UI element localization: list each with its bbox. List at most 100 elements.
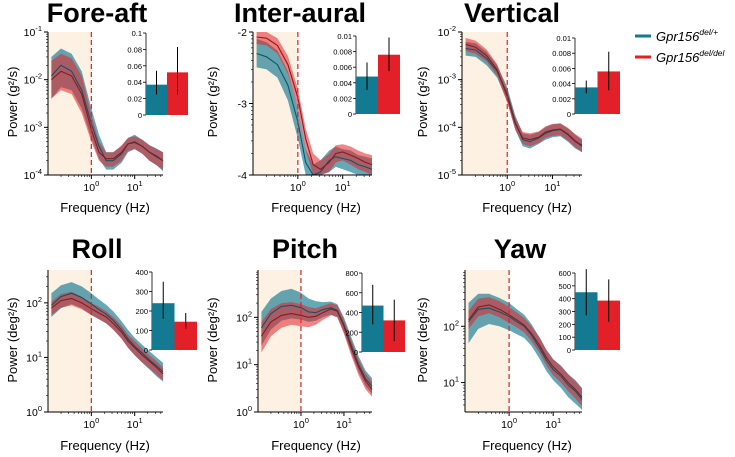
y-axis-label: Power (g²/s)	[205, 67, 220, 138]
tick-base: 10	[443, 378, 455, 390]
x-axis-label: Frequency (Hz)	[271, 438, 361, 453]
tick-exponent: 1	[557, 416, 561, 425]
y-tick-label: 101	[443, 375, 459, 390]
y-tick-label: -4	[238, 170, 247, 182]
inset-y-tick-label: 400	[135, 268, 148, 277]
low-frequency-band	[465, 270, 510, 412]
tick-exponent: 1	[455, 375, 459, 384]
tick-base: 10	[499, 182, 511, 194]
tick-exponent: 2	[248, 309, 252, 318]
inset-y-tick-label: 0.1	[132, 29, 142, 38]
y-axis-label: Power (deg²/s)	[5, 297, 20, 382]
inset-y-tick-label: 300	[558, 308, 571, 317]
tick-base: 10	[24, 27, 36, 39]
series-line-control	[468, 307, 583, 400]
inset-bar-knockout	[174, 321, 197, 350]
inset-y-tick-label: 300	[135, 288, 148, 297]
tick-base: 10	[545, 419, 557, 431]
tick-base: 10	[336, 419, 348, 431]
inset-y-tick-label: 600	[558, 269, 571, 278]
legend: Gpr156del/+ Gpr156del/del	[635, 27, 726, 65]
series-line-knockout	[468, 304, 583, 398]
tick-exponent: 1	[138, 416, 142, 425]
tick-base: 10	[290, 182, 302, 194]
y-tick-label: 100	[26, 404, 42, 419]
y-tick-label: 10-3	[24, 119, 42, 134]
y-tick-label: 101	[236, 357, 252, 372]
series-line-knockout	[256, 36, 373, 170]
inset-y-tick-label: 0	[138, 111, 142, 120]
x-tick-label: 100	[290, 179, 306, 194]
x-tick-label: 101	[127, 179, 143, 194]
tick-base: 10	[438, 27, 450, 39]
series-band-control	[468, 293, 582, 410]
y-tick-label: 100	[236, 404, 252, 419]
tick-exponent: 1	[346, 179, 350, 188]
tick-exponent: 0	[248, 404, 252, 413]
tick-base: 10	[501, 419, 513, 431]
tick-exponent: 1	[348, 416, 352, 425]
panel-title: Roll	[72, 234, 123, 264]
inset-y-tick-label: 0.01	[556, 34, 571, 43]
legend-name-control: Gpr156	[656, 29, 700, 44]
x-tick-label: 100	[83, 179, 99, 194]
tick-exponent: 1	[556, 179, 560, 188]
inset-y-tick-label: 0.06	[127, 62, 142, 71]
inset-bar-control	[362, 305, 384, 352]
tick-exponent: 2	[38, 295, 42, 304]
y-tick-label: 10-2	[438, 24, 456, 39]
x-axis-label: Frequency (Hz)	[60, 200, 150, 215]
tick-base: 10	[545, 182, 557, 194]
series-band-control	[256, 38, 372, 176]
x-axis-label: Frequency (Hz)	[271, 200, 361, 215]
inset-bar-control	[575, 292, 598, 350]
inset-y-tick-label: 0.004	[552, 80, 571, 89]
inset-y-tick-label: 600	[345, 289, 358, 298]
tick-base: 10	[438, 170, 450, 182]
tick-base: 10	[83, 182, 95, 194]
tick-base: 10	[127, 419, 139, 431]
inset-bar-control	[146, 84, 167, 115]
series-line-knockout	[51, 70, 164, 162]
inset-y-tick-label: 0.02	[127, 95, 142, 104]
inset-y-tick-label: 0.008	[552, 49, 571, 58]
tick-exponent: 0	[38, 404, 42, 413]
legend-sup-control: del/+	[699, 27, 718, 37]
legend-label-knockout: Gpr156del/del	[656, 48, 726, 65]
tick-exponent: 0	[305, 416, 309, 425]
y-tick-label: 102	[26, 295, 42, 310]
x-tick-label: 100	[499, 179, 515, 194]
inset-bar-chart: 0 0.002 0.004 0.006 0.008 0.01	[552, 34, 620, 119]
tick-exponent: -3	[449, 72, 456, 81]
y-axis-label: Power (g²/s)	[415, 67, 430, 138]
inset-y-tick-label: 0	[348, 110, 352, 119]
series-line-control	[256, 52, 373, 176]
tick-exponent: -5	[449, 167, 456, 176]
x-tick-label: 101	[545, 179, 561, 194]
x-tick-label: 101	[336, 416, 352, 431]
tick-exponent: 0	[302, 179, 306, 188]
legend-label-control: Gpr156del/+	[656, 27, 718, 44]
inset-bar-knockout	[378, 54, 400, 114]
series-band-knockout	[51, 53, 163, 170]
tick-exponent: 0	[95, 179, 99, 188]
series-band-knockout	[468, 297, 582, 407]
panel-title: Vertical	[464, 0, 560, 28]
inset-bar-chart: 0 100 200 300 400 500 600	[558, 269, 620, 355]
inset-bar-chart: 0 200 400 600 800	[345, 269, 405, 357]
series-line-knockout	[260, 308, 373, 390]
x-tick-label: 101	[545, 416, 561, 431]
inset-bar-knockout	[597, 71, 620, 114]
inset-y-tick-label: 0.08	[127, 45, 142, 54]
tick-base: 10	[26, 352, 38, 364]
inset-y-tick-label: 800	[345, 269, 358, 278]
y-tick-label: 10-4	[24, 167, 42, 182]
inset-y-tick-label: 400	[558, 295, 571, 304]
